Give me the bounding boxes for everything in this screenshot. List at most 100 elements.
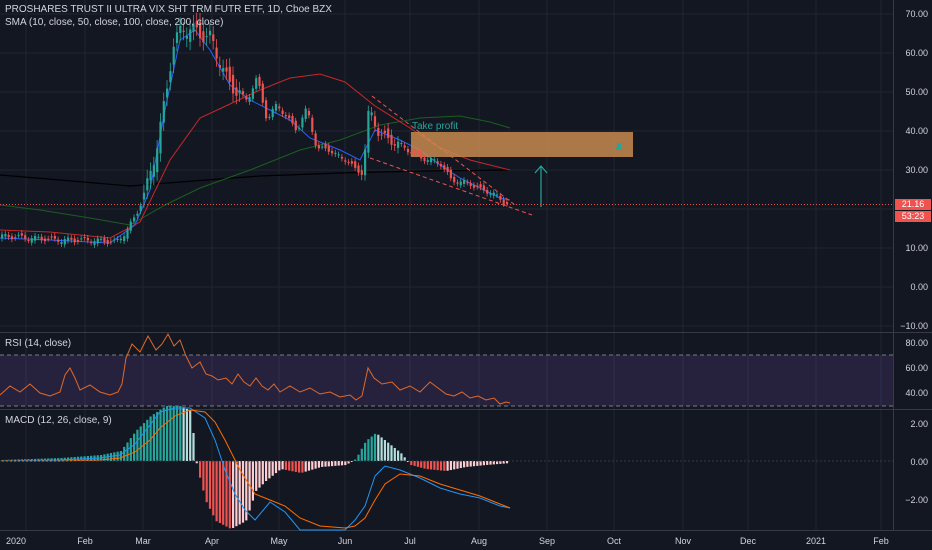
- macd-bar: [179, 406, 182, 461]
- time-tick: Sep: [539, 536, 555, 546]
- rsi-line: [0, 332, 511, 405]
- macd-bar: [152, 414, 155, 461]
- macd-bar: [453, 461, 456, 470]
- macd-bar: [416, 461, 419, 467]
- candle: [430, 157, 433, 163]
- target-arrow[interactable]: [534, 165, 548, 207]
- candle: [324, 144, 327, 149]
- price-axis[interactable]: 70.00 60.00 50.00 40.00 30.00 10.00 0.00…: [900, 9, 928, 331]
- candle: [344, 160, 347, 162]
- macd-bar: [314, 461, 317, 469]
- candle: [472, 185, 476, 188]
- macd-bar: [502, 461, 505, 464]
- macd-bar: [311, 461, 314, 470]
- time-tick: Apr: [205, 536, 219, 546]
- macd-bar: [126, 442, 129, 461]
- macd-bar: [304, 461, 307, 472]
- candle: [199, 21, 202, 39]
- candle: [265, 100, 268, 119]
- candle: [496, 194, 499, 196]
- price-tick: 50.00: [905, 87, 928, 97]
- macd-bar: [400, 453, 403, 461]
- macd-bar: [496, 461, 499, 465]
- macd-bar: [156, 411, 159, 461]
- candle: [436, 161, 439, 164]
- candle: [103, 238, 106, 243]
- candle: [215, 47, 218, 59]
- macd-legend[interactable]: MACD (12, 26, close, 9): [5, 415, 112, 426]
- macd-bar: [278, 461, 281, 471]
- candle: [370, 112, 373, 116]
- macd-bar: [321, 461, 324, 467]
- macd-axis[interactable]: 2.00 0.00 −2.00: [905, 419, 928, 505]
- take-profit-label: Take profit: [412, 121, 458, 132]
- candle: [317, 145, 320, 149]
- candle: [43, 238, 47, 242]
- macd-bar: [162, 407, 165, 461]
- candle: [76, 239, 80, 242]
- bar-countdown-label: 53:23: [895, 211, 931, 222]
- candle: [390, 134, 393, 145]
- macd-bar: [364, 442, 367, 461]
- price-tick: −10.00: [900, 321, 928, 331]
- macd-bar: [281, 461, 284, 470]
- candle: [73, 238, 76, 243]
- candle: [423, 157, 426, 162]
- candle: [354, 161, 357, 168]
- candle: [126, 229, 129, 239]
- sma-100-line: [0, 115, 511, 226]
- candle: [499, 195, 502, 200]
- flag-icon[interactable]: [616, 143, 622, 150]
- candle: [30, 238, 33, 243]
- macd-bar: [479, 461, 482, 466]
- macd-bar: [393, 447, 396, 461]
- macd-bar: [199, 461, 202, 478]
- macd-bar: [436, 461, 439, 471]
- candle: [179, 25, 182, 33]
- candle: [311, 117, 314, 133]
- macd-bar: [499, 461, 502, 464]
- candle: [162, 101, 165, 123]
- falling-wedge[interactable]: [369, 95, 533, 216]
- candle: [271, 108, 274, 118]
- candle: [96, 238, 99, 244]
- candle: [212, 34, 215, 41]
- candle: [261, 83, 264, 103]
- candle: [238, 90, 241, 94]
- candle: [403, 145, 406, 148]
- rsi-legend[interactable]: RSI (14, close): [5, 338, 72, 349]
- rsi-axis[interactable]: 80.00 60.00 40.00: [905, 338, 928, 398]
- macd-bar: [476, 461, 479, 466]
- sma-legend[interactable]: SMA (10, close, 50, close, 100, close, 2…: [5, 17, 224, 28]
- candle: [139, 205, 142, 212]
- candle: [40, 236, 43, 241]
- take-profit-box[interactable]: [411, 132, 633, 157]
- candle: [486, 189, 489, 194]
- time-tick: Dec: [740, 536, 757, 546]
- candle: [393, 144, 396, 146]
- macd-bar: [195, 461, 198, 464]
- macd-tick: 2.00: [910, 419, 928, 429]
- candle: [175, 32, 179, 43]
- macd-bar: [466, 461, 469, 467]
- macd-bar: [215, 461, 218, 522]
- candle: [383, 130, 386, 133]
- candle: [307, 110, 311, 116]
- candle: [334, 152, 337, 155]
- candle: [116, 238, 119, 240]
- candle: [459, 181, 462, 186]
- price-tick: 0.00: [910, 282, 928, 292]
- candle: [235, 87, 238, 96]
- rsi-tick: 60.00: [905, 363, 928, 373]
- macd-bar: [387, 442, 390, 461]
- time-axis[interactable]: 2020 Feb Mar Apr May Jun Jul Aug Sep Oct…: [6, 536, 889, 546]
- symbol-title[interactable]: PROSHARES TRUST II ULTRA VIX SHT TRM FUT…: [5, 4, 332, 15]
- candle: [195, 21, 198, 28]
- macd-bar: [443, 461, 446, 471]
- macd-bar: [232, 461, 235, 528]
- macd-bar: [456, 461, 459, 469]
- macd-bar: [202, 461, 205, 491]
- candle: [63, 238, 66, 245]
- macd-bar: [492, 461, 495, 465]
